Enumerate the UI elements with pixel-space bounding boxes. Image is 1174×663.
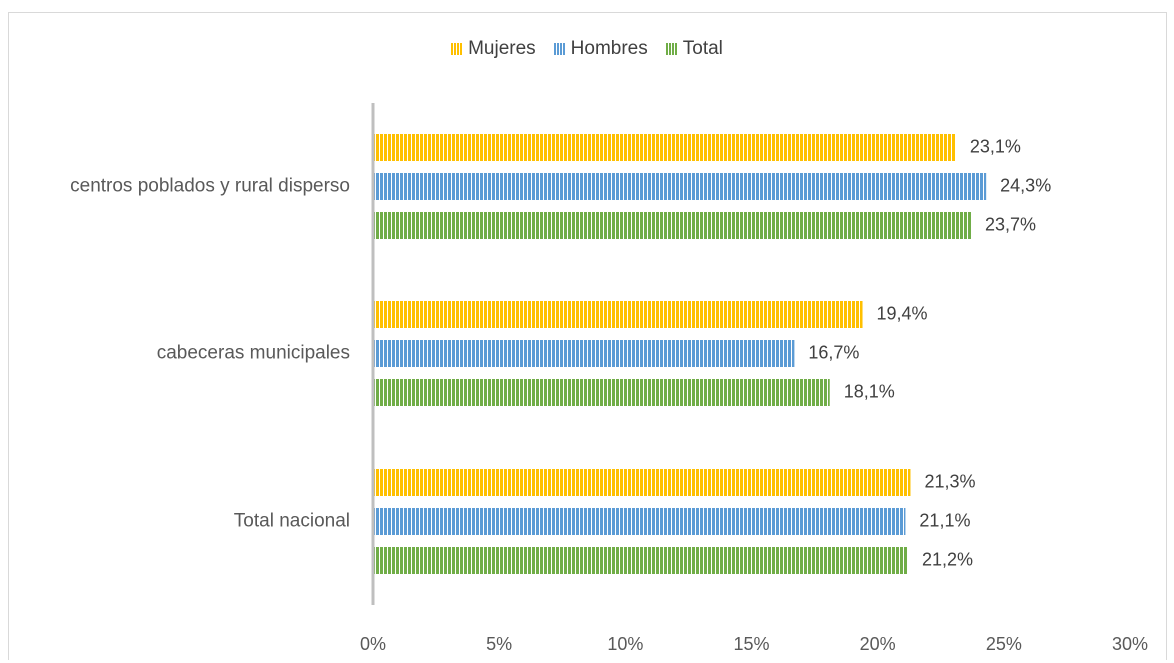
category-label-total-nacional: Total nacional [234,511,350,532]
legend-label-mujeres: Mujeres [468,38,536,59]
chart-frame [8,12,1167,660]
data-label-hombres-centros-poblados-y-rural-disperso: 24,3% [1000,175,1051,195]
bar-total-total-nacional [373,547,908,574]
bar-total-centros-poblados-y-rural-disperso [373,212,972,239]
x-tick-label-6: 30% [1112,634,1148,654]
legend-item-total: Total [665,38,723,60]
data-label-mujeres-centros-poblados-y-rural-disperso: 23,1% [970,136,1021,156]
category-label-cabeceras-municipales: cabeceras municipales [157,343,350,364]
legend-item-hombres: Hombres [553,38,648,60]
legend-swatch-total [665,43,678,55]
bar-hombres-centros-poblados-y-rural-disperso [373,173,987,200]
legend-swatch-hombres [553,43,566,55]
legend-item-mujeres: Mujeres [451,38,536,60]
category-label-centros-poblados-y-rural-disperso: centros poblados y rural disperso [70,176,350,197]
x-tick-label-5: 25% [986,634,1022,654]
data-label-total-total-nacional: 21,2% [922,549,973,569]
legend-label-hombres: Hombres [570,38,648,59]
data-label-mujeres-total-nacional: 21,3% [924,471,975,491]
legend-label-total: Total [682,38,723,59]
bar-mujeres-centros-poblados-y-rural-disperso [373,134,956,161]
legend: Mujeres Hombres Total [0,38,1174,60]
bar-hombres-total-nacional [373,508,906,535]
x-tick-label-4: 20% [860,634,896,654]
data-label-mujeres-cabeceras-municipales: 19,4% [877,303,928,323]
data-label-hombres-total-nacional: 21,1% [919,510,970,530]
data-label-total-centros-poblados-y-rural-disperso: 23,7% [985,214,1036,234]
bar-total-cabeceras-municipales [373,379,830,406]
data-label-hombres-cabeceras-municipales: 16,7% [808,342,859,362]
x-tick-label-2: 10% [607,634,643,654]
data-label-total-cabeceras-municipales: 18,1% [844,381,895,401]
x-tick-label-1: 5% [486,634,512,654]
bar-mujeres-cabeceras-municipales [373,301,863,328]
x-tick-label-0: 0% [360,634,386,654]
bar-mujeres-total-nacional [373,469,911,496]
bar-hombres-cabeceras-municipales [373,340,795,367]
legend-swatch-mujeres [451,43,464,55]
x-tick-label-3: 15% [733,634,769,654]
